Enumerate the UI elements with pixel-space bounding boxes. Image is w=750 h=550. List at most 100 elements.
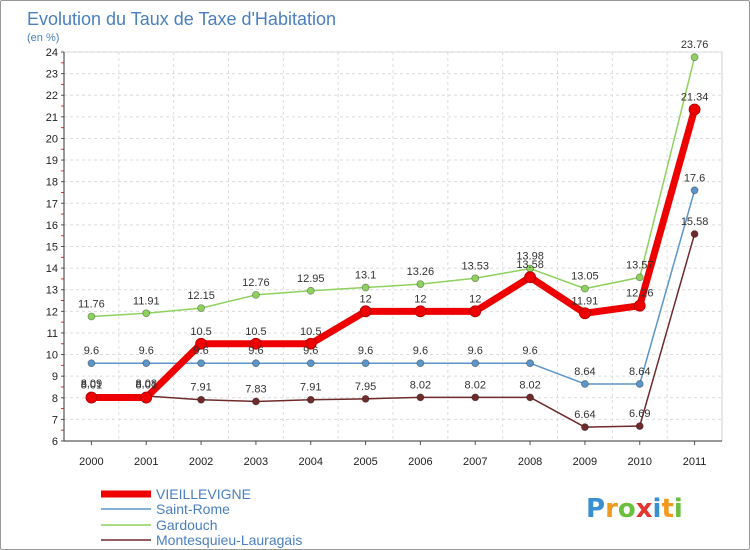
legend-label: Saint-Rome (156, 501, 230, 517)
series-line (91, 190, 696, 385)
data-point (579, 307, 591, 320)
data-label: 8.64 (574, 366, 595, 378)
series-saint-rome (87, 186, 699, 388)
legend: VIEILLEVIGNESaint-RomeGardouchMontesquie… (101, 486, 302, 548)
data-point (690, 230, 699, 238)
data-point (195, 337, 207, 350)
brand-letter: P (586, 494, 605, 524)
x-tick-label: 2000 (79, 456, 103, 468)
data-point (581, 380, 589, 388)
y-tick-label: 20 (46, 133, 58, 145)
data-label: 13.98 (516, 251, 544, 263)
data-label: 8.02 (465, 379, 486, 391)
y-tick-label: 15 (46, 242, 58, 254)
data-label: 7.83 (245, 383, 266, 395)
data-label: 21.34 (681, 91, 709, 103)
data-label: 13.53 (461, 260, 489, 272)
y-tick-label: 14 (46, 263, 58, 275)
data-point (252, 291, 260, 299)
x-tick-label: 2006 (408, 456, 432, 468)
series-line (91, 233, 696, 428)
data-label: 11.91 (572, 295, 599, 307)
data-labels: 11.76 11.91 12.15 12.76 12.95 13.1 13.26 13.53 1… (78, 39, 708, 421)
data-point (633, 299, 646, 312)
data-point (361, 359, 370, 368)
data-point (524, 271, 536, 284)
brand-letter: t (661, 494, 673, 524)
data-label: 6.64 (574, 409, 595, 421)
y-tick-label: 10 (46, 350, 58, 362)
brand-letter: i (653, 494, 662, 524)
y-tick-label: 16 (46, 220, 58, 232)
data-label: 13.1 (355, 270, 376, 282)
data-point (416, 280, 425, 289)
series-group (85, 53, 701, 432)
data-label: 8.02 (410, 379, 431, 391)
y-tick-label: 17 (46, 198, 58, 210)
data-point (416, 359, 425, 368)
data-point (526, 393, 534, 402)
data-point (142, 359, 151, 368)
data-label: 11.91 (133, 295, 160, 307)
data-point (306, 286, 315, 295)
y-tick-label: 18 (46, 177, 58, 189)
legend-label: Montesquieu-Lauragais (156, 532, 302, 548)
data-label: 12.95 (297, 273, 325, 285)
y-tick-label: 12 (46, 306, 58, 318)
data-point (197, 395, 205, 404)
data-label: 8.01 (81, 380, 102, 392)
data-point (581, 423, 589, 432)
data-label: 9.6 (84, 345, 99, 357)
brand-logo: Proxiti (586, 494, 683, 524)
data-label: 7.95 (355, 381, 376, 393)
x-tick-label: 2009 (573, 456, 597, 468)
data-label: 9.6 (248, 345, 263, 357)
data-label: 10.5 (245, 326, 266, 338)
x-tick-label: 2010 (628, 456, 652, 468)
x-tick-label: 2004 (299, 456, 323, 468)
data-label: 6.69 (629, 408, 650, 420)
legend-label: Gardouch (156, 517, 217, 533)
data-point (690, 186, 699, 195)
data-label: 12 (359, 293, 371, 305)
data-point (87, 359, 96, 368)
data-point (635, 380, 644, 388)
data-label: 7.91 (300, 382, 321, 394)
y-tick-label: 8 (52, 393, 58, 405)
data-point (197, 304, 205, 312)
data-label: 8.02 (519, 379, 540, 391)
data-label: 13.05 (571, 271, 599, 283)
x-tick-label: 2002 (189, 456, 213, 468)
data-point (85, 391, 98, 404)
data-label: 23.76 (681, 39, 709, 51)
data-point (252, 397, 260, 406)
x-tick-label: 2008 (518, 456, 542, 468)
data-point (690, 53, 699, 62)
y-tick-label: 11 (47, 328, 58, 340)
data-label: 9.6 (413, 345, 428, 357)
data-label: 12 (469, 293, 481, 305)
data-label: 10.5 (300, 326, 321, 338)
y-tick-label: 21 (46, 112, 58, 124)
data-label: 12 (414, 293, 426, 305)
x-tick-label: 2005 (353, 456, 377, 468)
x-tick-label: 2011 (683, 456, 707, 468)
data-label: 9.6 (193, 345, 208, 357)
data-point (361, 394, 370, 403)
data-label: 8.01 (136, 380, 157, 392)
data-label: 13.58 (516, 259, 544, 271)
data-label: 8.64 (629, 366, 650, 378)
y-tick-label: 9 (52, 371, 58, 383)
x-tick-label: 2001 (134, 456, 158, 468)
data-point (414, 305, 427, 318)
x-tick-label: 2007 (463, 456, 487, 468)
chart-subtitle: (en %) (27, 32, 59, 44)
data-point (471, 393, 480, 402)
y-tick-label: 19 (46, 155, 58, 167)
data-label: 12.15 (187, 290, 215, 302)
y-tick-label: 7 (52, 414, 58, 426)
data-point (142, 309, 151, 318)
y-tick-label: 22 (46, 90, 58, 102)
